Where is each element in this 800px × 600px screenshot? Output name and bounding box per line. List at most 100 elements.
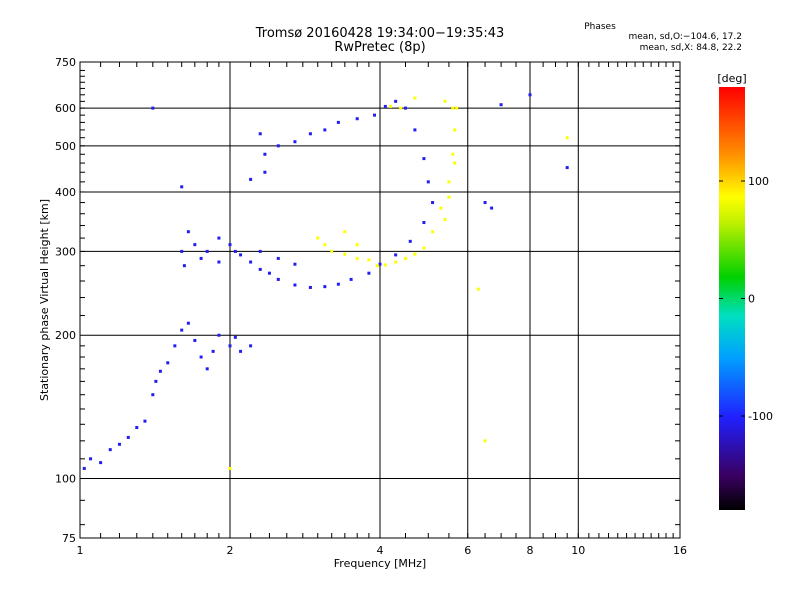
o-mode-point — [394, 253, 398, 257]
x-tick-label: 4 — [377, 544, 384, 557]
o-mode-point — [336, 120, 340, 124]
o-mode-point — [151, 393, 155, 397]
o-mode-point — [211, 349, 215, 353]
o-mode-point — [263, 152, 267, 156]
o-mode-point — [336, 282, 340, 286]
o-mode-point — [239, 253, 243, 257]
o-mode-point — [166, 361, 170, 365]
o-mode-point — [413, 128, 417, 132]
x-mode-point — [367, 258, 371, 262]
x-mode-point — [431, 230, 435, 234]
x-mode-point — [455, 106, 459, 110]
o-mode-point — [308, 285, 312, 289]
o-mode-point — [323, 285, 327, 289]
o-mode-point — [490, 206, 494, 210]
o-mode-point — [258, 267, 262, 271]
o-mode-point — [182, 264, 186, 268]
x-mode-point — [330, 249, 334, 253]
colorbar-tick-label: 100 — [748, 175, 769, 188]
x-mode-point — [403, 256, 407, 260]
x-mode-point — [323, 243, 327, 247]
x-mode-point — [375, 264, 379, 268]
o-mode-point — [217, 260, 221, 264]
o-mode-point — [233, 335, 237, 339]
chart-title: Tromsø 20160428 19:34:00−19:35:43 — [255, 26, 505, 41]
o-mode-point — [249, 344, 253, 348]
o-mode-point — [499, 103, 503, 107]
o-mode-point — [249, 260, 253, 264]
o-mode-point — [378, 262, 382, 266]
o-mode-point — [205, 367, 209, 371]
x-mode-point — [394, 260, 398, 264]
y-tick-label: 400 — [55, 186, 76, 199]
o-mode-point — [276, 144, 280, 148]
o-mode-point — [276, 256, 280, 260]
o-mode-point — [408, 239, 412, 243]
x-mode-point — [476, 287, 480, 291]
o-mode-point — [293, 283, 297, 287]
y-tick-label: 75 — [62, 532, 76, 545]
o-mode-point — [173, 344, 177, 348]
x-tick-label: 6 — [464, 544, 471, 557]
x-mode-point — [316, 236, 320, 240]
o-mode-point — [151, 106, 155, 110]
x-mode-point — [447, 195, 451, 199]
y-tick-label: 600 — [55, 102, 76, 115]
o-mode-point — [426, 180, 430, 184]
o-mode-point — [394, 99, 398, 103]
o-mode-point — [249, 177, 253, 181]
x-mode-point — [443, 218, 447, 222]
x-mode-point — [355, 256, 359, 260]
o-mode-point — [117, 442, 121, 446]
o-mode-point — [367, 271, 371, 275]
o-mode-point — [89, 457, 93, 461]
x-mode-point — [383, 263, 387, 267]
o-mode-point — [99, 461, 103, 465]
x-mode-point — [228, 466, 232, 470]
o-mode-point — [373, 113, 377, 117]
x-mode-point — [399, 106, 403, 110]
o-mode-point — [158, 369, 162, 373]
x-mode-point — [439, 206, 443, 210]
o-mode-point — [293, 262, 297, 266]
o-mode-point — [199, 355, 203, 359]
o-mode-point — [276, 277, 280, 281]
x-tick-label: 8 — [527, 544, 534, 557]
o-mode-point — [528, 93, 532, 97]
o-mode-point — [180, 328, 184, 332]
o-mode-point — [126, 435, 130, 439]
x-tick-label: 16 — [673, 544, 687, 557]
colorbar-label: [deg] — [717, 72, 746, 85]
y-axis-title: Stationary phase Virtual Height [km] — [38, 199, 51, 401]
o-mode-point — [228, 344, 232, 348]
o-mode-point — [239, 349, 243, 353]
x-mode-point — [422, 246, 426, 250]
y-tick-label: 100 — [55, 473, 76, 486]
o-mode-point — [258, 249, 262, 253]
stats-o-mode: mean, sd,O:−104.6, 17.2 — [628, 32, 742, 42]
o-mode-point — [565, 166, 569, 170]
o-mode-point — [422, 221, 426, 225]
o-mode-point — [217, 333, 221, 337]
o-mode-point — [293, 140, 297, 144]
o-mode-point — [267, 271, 271, 275]
o-mode-point — [308, 132, 312, 136]
o-mode-point — [483, 201, 487, 205]
y-tick-label: 300 — [55, 245, 76, 258]
y-tick-label: 200 — [55, 329, 76, 342]
o-mode-point — [422, 157, 426, 161]
o-mode-point — [355, 117, 359, 121]
o-mode-point — [217, 236, 221, 240]
o-mode-point — [258, 132, 262, 136]
x-mode-point — [483, 439, 487, 443]
o-mode-point — [193, 338, 197, 342]
o-mode-point — [205, 249, 209, 253]
colorbar — [719, 87, 745, 510]
x-mode-point — [453, 128, 457, 132]
x-mode-point — [413, 96, 417, 100]
o-mode-point — [431, 201, 435, 205]
o-mode-point — [108, 448, 112, 452]
stats-x-mode: mean, sd,X: 84.8, 22.2 — [639, 43, 742, 53]
o-mode-point — [228, 243, 232, 247]
plot-frame — [79, 61, 681, 539]
